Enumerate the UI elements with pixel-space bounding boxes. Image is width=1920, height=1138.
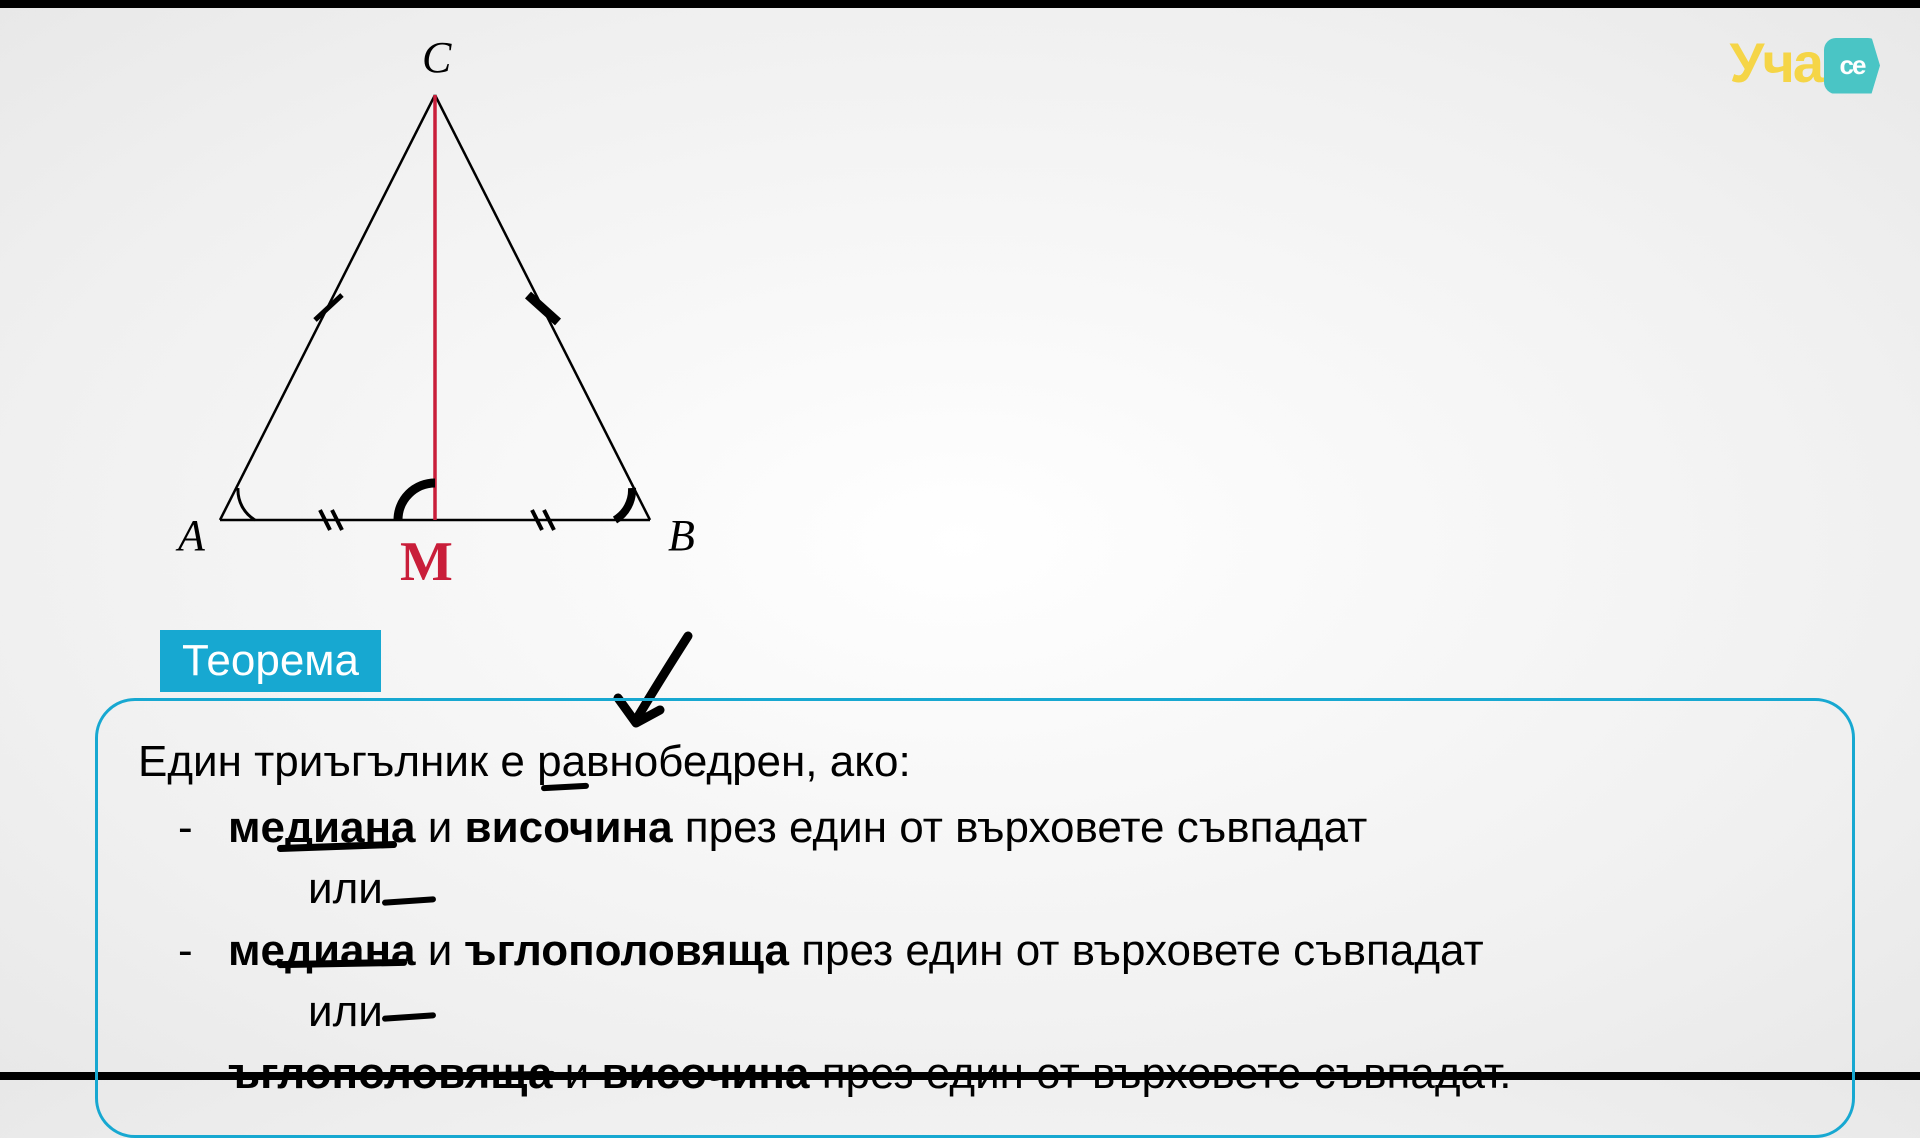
triangle-svg xyxy=(140,20,740,580)
item3-b2: височина xyxy=(601,1049,809,1098)
theorem-item-1: медиана и височина през един от върховет… xyxy=(228,797,1812,920)
theorem-label: Теорема xyxy=(160,630,381,692)
item2-conj: и xyxy=(416,926,465,975)
logo-badge: се xyxy=(1824,38,1880,94)
item2-rest: през един от върховете съвпадат xyxy=(789,926,1484,975)
angle-arc-a xyxy=(238,488,255,520)
tick-bc-1 xyxy=(528,295,558,322)
top-bar xyxy=(0,0,1920,8)
angle-arc-m xyxy=(398,483,435,520)
logo: Учасе xyxy=(1730,30,1881,102)
item1-conj: и xyxy=(416,803,465,852)
item2-b2: ъглополовяща xyxy=(465,926,789,975)
item3-rest: през един от върховете съвпадат. xyxy=(809,1049,1511,1098)
tick-ac xyxy=(315,295,342,320)
theorem-box: Един триъгълник е равнобедрен, ако: меди… xyxy=(95,698,1855,1138)
triangle-diagram: A B C M xyxy=(140,20,740,580)
or-2: или xyxy=(228,981,1812,1043)
theorem-intro: Един триъгълник е равнобедрен, ако: xyxy=(138,731,1812,793)
item1-b2: височина xyxy=(465,803,673,852)
vertex-label-c: C xyxy=(422,32,451,83)
item1-rest: през един от върховете съвпадат xyxy=(673,803,1368,852)
item2-b1: медиана xyxy=(228,926,416,975)
or-1: или xyxy=(228,858,1812,920)
item3-conj: и xyxy=(552,1049,601,1098)
theorem-item-2: медиана и ъглополовяща през един от върх… xyxy=(228,920,1812,1043)
vertex-label-b: B xyxy=(668,510,695,561)
vertex-label-m: M xyxy=(400,530,453,594)
angle-arc-b xyxy=(615,488,632,520)
vertex-label-a: A xyxy=(178,510,205,561)
logo-text: Уча xyxy=(1730,31,1823,94)
